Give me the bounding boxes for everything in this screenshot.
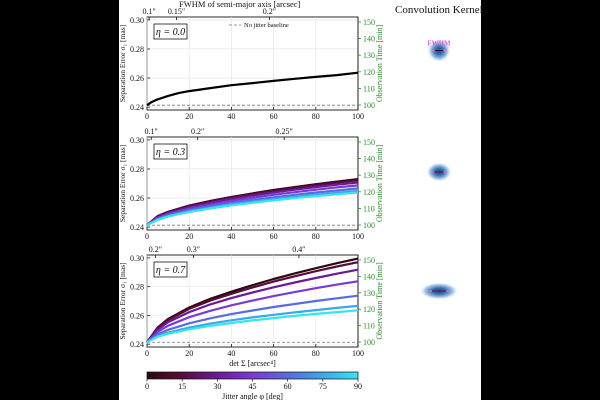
y2-tick-label: 140	[363, 35, 375, 44]
y-axis-label: Separation Error σ₁ [mas]	[119, 145, 127, 222]
x-tick-label: 60	[270, 349, 278, 358]
y2-tick-label: 120	[363, 305, 375, 314]
x-tick-label: 20	[185, 112, 193, 121]
y2-tick-label: 100	[363, 221, 375, 230]
y2-tick-label: 120	[363, 68, 375, 77]
x-tick-label: 0	[145, 112, 149, 121]
series-line	[146, 191, 359, 227]
series-line	[146, 71, 359, 107]
series-line	[146, 294, 359, 344]
y2-axis-label: Observation Time [min]	[375, 145, 384, 223]
colorbar-tick-label: 15	[178, 382, 186, 391]
y-tick-label: 0.26	[130, 194, 144, 203]
y2-tick-label: 140	[363, 272, 375, 281]
y-tick-label: 0.28	[130, 283, 144, 292]
y2-tick-label: 130	[363, 289, 375, 298]
kernel-title: Convolution Kernel	[395, 4, 483, 16]
y2-tick-label: 130	[363, 51, 375, 60]
y-tick-label: 0.28	[130, 165, 144, 174]
panel-label: η = 0.0	[156, 27, 185, 38]
top-tick-label: 0.25″	[275, 127, 292, 136]
y2-axis-label: Observation Time [min]	[375, 25, 384, 103]
panel-label-box	[153, 23, 188, 40]
panel-label-box	[153, 261, 188, 278]
y2-tick-label: 150	[363, 138, 375, 147]
x-tick-label: 80	[312, 349, 320, 358]
y2-tick-label: 140	[363, 155, 375, 164]
x-tick-label: 100	[352, 112, 364, 121]
top-tick-label: 0.1″	[145, 127, 158, 136]
chart-svg: 0.24 0.26 0.28 0.30 0 20 40 60 80 100 100 110 120 130…	[119, 7, 459, 400]
top-tick-label: 0.4″	[292, 245, 305, 254]
series-line	[146, 268, 359, 344]
colorbar-label: Jitter angle φ [deg]	[222, 392, 283, 400]
x-tick-label: 40	[227, 112, 235, 121]
x-tick-label: 80	[312, 232, 320, 241]
y-tick-label: 0.24	[130, 340, 144, 349]
y-axis-label: Separation Error σ₁ [mas]	[119, 262, 127, 339]
y2-axis-label: Observation Time [min]	[375, 262, 384, 340]
y-tick-label: 0.26	[130, 311, 144, 320]
top-tick-label: 0.1″	[142, 7, 155, 16]
top-tick-label: 0.2″	[191, 127, 204, 136]
colorbar-tick-label: 75	[319, 382, 327, 391]
y2-tick-label: 150	[363, 256, 375, 265]
y-tick-label: 0.30	[130, 136, 144, 145]
x-tick-label: 80	[312, 112, 320, 121]
top-tick-label: 0.2″	[263, 7, 276, 16]
y-tick-label: 0.24	[130, 103, 144, 112]
colorbar-tick-label: 60	[284, 382, 292, 391]
y2-tick-label: 150	[363, 18, 375, 27]
y-tick-label: 0.28	[130, 45, 144, 54]
x-tick-label: 60	[270, 232, 278, 241]
colorbar	[146, 371, 359, 380]
panel-label: η = 0.3	[156, 147, 185, 158]
y2-tick-label: 110	[363, 84, 375, 93]
x-tick-label: 0	[145, 232, 149, 241]
x-tick-label: 0	[145, 349, 149, 358]
panel-label: η = 0.7	[156, 265, 186, 276]
colorbar-tick-label: 30	[213, 382, 221, 391]
y-axis-label: Separation Error σ₁ [mas]	[119, 25, 127, 102]
figure: 0.24 0.26 0.28 0.30 0 20 40 60 80 100 100 110 120 130…	[119, 0, 483, 400]
y2-tick-label: 110	[363, 322, 375, 331]
y2-tick-label: 110	[363, 204, 375, 213]
colorbar-tick-label: 90	[354, 382, 362, 391]
colorbar-tick-label: 45	[249, 382, 257, 391]
x-tick-label: 100	[352, 232, 364, 241]
x-tick-label: 60	[270, 112, 278, 121]
panel-label-box	[153, 143, 188, 160]
colorbar-tick-label: 0	[145, 382, 149, 391]
x-tick-label: 20	[185, 232, 193, 241]
series-line	[146, 261, 359, 343]
y2-tick-label: 100	[363, 338, 375, 347]
top-axis-title: FWHM of semi-major axis [arcsec]	[179, 0, 301, 9]
series-line	[146, 280, 359, 344]
x-tick-label: 40	[227, 349, 235, 358]
legend-baseline-label: No jitter baseline	[244, 22, 289, 29]
y2-tick-label: 100	[363, 101, 375, 110]
x-axis-label: det Σ [arcsec⁴]	[229, 359, 276, 368]
x-tick-label: 20	[185, 349, 193, 358]
top-tick-label: 0.2″	[149, 245, 162, 254]
y2-tick-label: 130	[363, 171, 375, 180]
y-tick-label: 0.30	[130, 254, 144, 263]
y-tick-label: 0.30	[130, 16, 144, 25]
series-line	[146, 309, 359, 344]
y2-tick-label: 120	[363, 188, 375, 197]
kernel-fwhm-label: FWHM	[427, 40, 451, 48]
x-tick-label: 100	[352, 349, 364, 358]
top-tick-label: 0.3″	[187, 245, 200, 254]
x-tick-label: 40	[227, 232, 235, 241]
y-tick-label: 0.24	[130, 223, 144, 232]
y-tick-label: 0.26	[130, 74, 144, 83]
top-tick-label: 0.15″	[168, 7, 185, 16]
